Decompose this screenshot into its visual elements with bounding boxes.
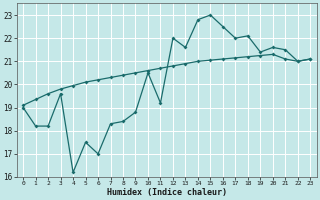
X-axis label: Humidex (Indice chaleur): Humidex (Indice chaleur) (107, 188, 227, 197)
